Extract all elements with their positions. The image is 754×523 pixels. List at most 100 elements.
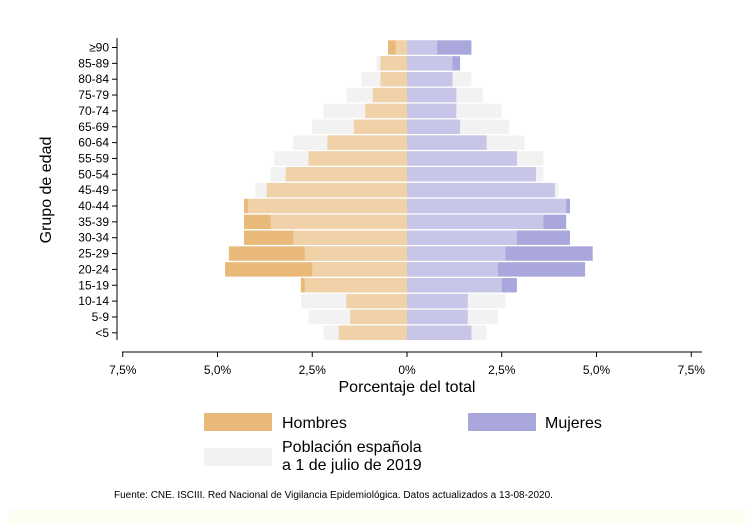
bar-hombres [327,135,407,150]
bar-hombres [353,119,407,134]
y-tick-label: 20-24 [78,262,109,276]
reference-veil-left [365,103,407,119]
reference-veil-right [407,72,453,87]
bar-hombres [372,87,407,103]
reference-veil-left [270,214,407,230]
y-tick-label: 10-14 [78,294,109,308]
reference-veil-right [407,87,457,103]
bar-hombres [346,293,407,309]
x-tick-label: 7,5% [678,363,706,377]
y-tick-label: 40-44 [78,199,109,213]
reference-veil-left [338,325,407,340]
reference-veil-right [407,167,536,182]
reference-veil-right [407,309,468,325]
y-tick-label: 65-69 [78,120,109,134]
reference-veil-right [407,214,544,230]
legend-label-poblacion-line2: a 1 de julio de 2019 [282,457,422,474]
y-tick-label: 70-74 [78,104,109,118]
y-tick-label: 50-54 [78,167,109,181]
bar-mujeres [407,87,457,103]
y-tick-label: 85-89 [78,56,109,70]
bar-hombres [300,278,407,293]
bar-mujeres [407,278,517,293]
y-tick-label: 45-49 [78,183,109,197]
legend-swatch-hombres [204,413,272,431]
bar-mujeres [407,72,453,87]
reference-veil-left [285,167,407,182]
reference-veil-left [346,293,407,309]
reference-veil-left [312,262,407,277]
bar-mujeres [407,246,593,261]
reference-veil-left [266,182,407,198]
legend-label-mujeres: Mujeres [545,415,602,432]
bar-mujeres [407,214,567,230]
reference-veil-right [407,230,517,245]
bottom-strip [9,510,745,523]
reference-veil-left [308,151,407,166]
y-tick-label: 60-64 [78,136,109,150]
reference-veil-left [380,56,407,71]
reference-veil-right [407,40,438,55]
axes [112,38,702,357]
reference-veil-left [380,72,407,87]
bar-mujeres [407,167,536,182]
reference-veil-right [407,182,555,198]
reference-veil-right [407,56,453,71]
bar-hombres [308,151,407,166]
y-tick-label: 80-84 [78,72,109,86]
bar-mujeres [407,262,586,277]
x-tick-label: 5,0% [583,363,611,377]
reference-veil-right [407,325,472,340]
bar-hombres [388,40,407,55]
reference-veil-right [407,198,567,214]
reference-veil-left [395,40,407,55]
bar-mujeres [407,135,487,150]
reference-veil-right [407,262,498,277]
x-tick-label: 0% [398,363,416,377]
bar-mujeres [407,325,472,340]
x-axis-title: Porcentaje del total [339,379,476,396]
bar-hombres [225,262,407,277]
legend-swatch-poblacion [204,448,272,466]
bar-mujeres [407,56,461,71]
y-tick-label: <5 [95,326,109,340]
bar-mujeres [407,119,461,134]
y-tick-label: 25-29 [78,247,109,261]
bar-hombres [266,182,407,198]
bar-hombres [380,56,407,71]
reference-veil-right [407,246,506,261]
reference-veil-left [304,246,407,261]
x-tick-label: 2,5% [488,363,516,377]
legend-swatch-mujeres [468,413,536,431]
bar-mujeres [407,230,570,245]
reference-veil-right [407,151,517,166]
bar-hombres [244,198,407,214]
x-tick-label: 2,5% [299,363,327,377]
reference-veil-left [350,309,407,325]
x-tick-labels: 7,5% 5,0% 2,5% 0% 2,5% 5,0% 7,5% [109,363,705,377]
case-bars [225,40,593,340]
bar-hombres [365,103,407,119]
reference-veil-right [407,293,468,309]
reference-veil-left [304,278,407,293]
legend-label-poblacion-line1: Población española [282,439,422,456]
reference-veil-right [407,135,487,150]
x-tick-label: 7,5% [109,363,137,377]
y-tick-label: 5-9 [92,310,110,324]
y-tick-label: 75-79 [78,88,109,102]
bar-mujeres [407,103,457,119]
y-tick-label: 35-39 [78,215,109,229]
source-note: Fuente: CNE. ISCIII. Red Nacional de Vig… [114,490,553,501]
bar-hombres [285,167,407,182]
y-tick-label: 30-34 [78,231,109,245]
bar-mujeres [407,182,555,198]
x-tick-label: 5,0% [204,363,232,377]
bar-mujeres [407,309,468,325]
bar-hombres [350,309,407,325]
reference-veil-right [407,103,457,119]
reference-veil-right [407,278,502,293]
y-tick-label: 15-19 [78,278,109,292]
bar-hombres [380,72,407,87]
bar-mujeres [407,40,472,55]
